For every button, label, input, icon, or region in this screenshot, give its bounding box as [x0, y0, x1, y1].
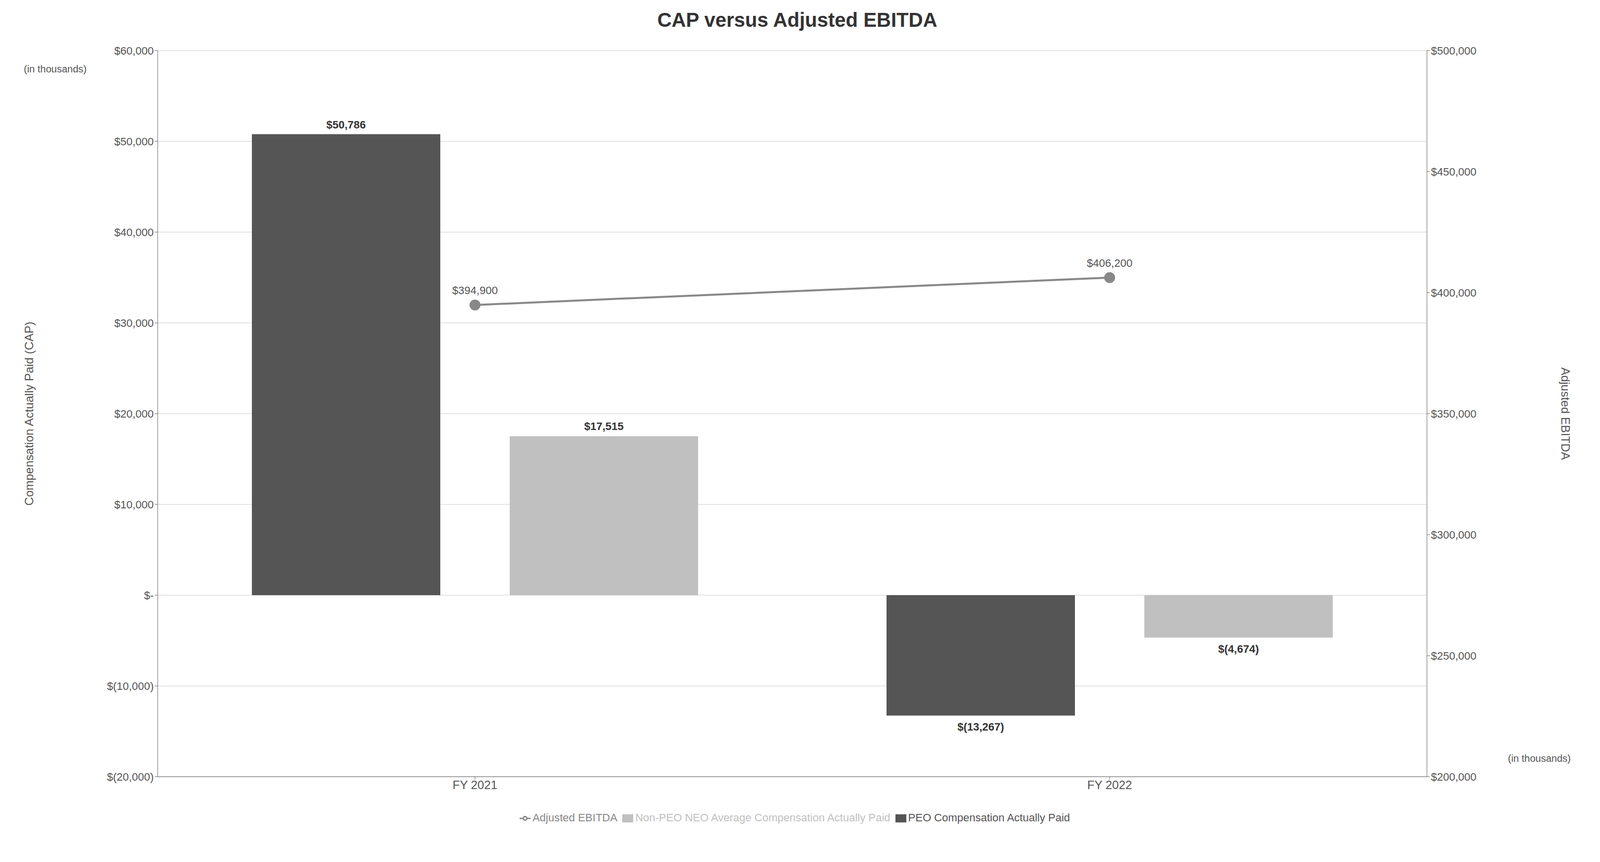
svg-text:Adjusted EBITDA: Adjusted EBITDA [1558, 367, 1573, 461]
svg-text:$60,000: $60,000 [114, 44, 154, 58]
svg-text:$(13,267): $(13,267) [957, 720, 1005, 733]
svg-text:$20,000: $20,000 [114, 407, 154, 420]
svg-text:$-: $- [143, 589, 154, 602]
svg-text:$30,000: $30,000 [114, 316, 154, 330]
html-text:Non-PEO NEO Average Compensati: Non-PEO NEO Average Compensation Actuall… [635, 811, 891, 824]
svg-text:$394,900: $394,900 [452, 284, 498, 297]
svg-text:FY 2022: FY 2022 [1087, 777, 1132, 792]
svg-text:$250,000: $250,000 [1430, 649, 1477, 662]
svg-text:$450,000: $450,000 [1430, 165, 1477, 178]
svg-text:(in thousands): (in thousands) [23, 63, 87, 75]
svg-text:Compensation Actually Paid (CA: Compensation Actually Paid (CAP) [22, 321, 36, 506]
svg-text:$(4,674): $(4,674) [1218, 642, 1259, 655]
svg-text:$400,000: $400,000 [1430, 286, 1477, 299]
svg-text:$300,000: $300,000 [1430, 528, 1477, 541]
svg-text:$40,000: $40,000 [114, 226, 154, 239]
svg-text:$(10,000): $(10,000) [107, 679, 154, 693]
svg-text:$50,000: $50,000 [114, 135, 154, 148]
svg-text:FY 2021: FY 2021 [452, 777, 498, 792]
svg-text:$(20,000): $(20,000) [107, 770, 154, 783]
svg-text:$50,786: $50,786 [326, 118, 366, 131]
svg-text:$406,200: $406,200 [1086, 256, 1133, 270]
svg-text:$500,000: $500,000 [1430, 44, 1477, 58]
html-text:PEO Compensation Actually Paid: PEO Compensation Actually Paid [908, 811, 1071, 824]
svg-text:$17,515: $17,515 [584, 419, 624, 433]
html-text:CAP versus Adjusted EBITDA: CAP versus Adjusted EBITDA [657, 8, 938, 31]
svg-text:$200,000: $200,000 [1430, 770, 1477, 783]
svg-text:$350,000: $350,000 [1430, 407, 1477, 420]
svg-text:$10,000: $10,000 [114, 498, 154, 511]
svg-text:(in thousands): (in thousands) [1507, 752, 1571, 764]
html-text:Adjusted EBITDA: Adjusted EBITDA [532, 811, 618, 824]
